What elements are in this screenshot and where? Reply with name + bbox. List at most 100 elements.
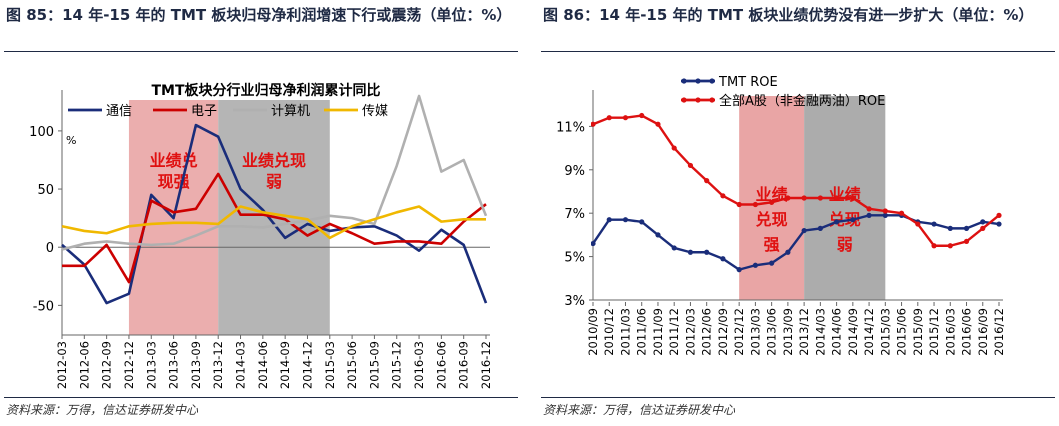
shaded-region-label-1: 强	[764, 235, 780, 254]
x-tick-label: 2010/12	[602, 308, 616, 356]
data-point-0-2010-12	[606, 217, 612, 223]
y-tick-label: -50	[33, 299, 54, 314]
x-tick-label: 2010/09	[586, 308, 600, 356]
chart-86: 3%5%7%9%11%2010/09 2010/12 2011/03 2011/06 2…	[556, 75, 1006, 356]
data-point-0-2011-06	[639, 219, 645, 225]
data-point-1-2015-09	[915, 221, 921, 227]
x-tick-label: 2015-06	[345, 341, 359, 389]
x-tick-label: 2016-09	[457, 341, 471, 389]
legend-label-3: 传媒	[362, 104, 388, 119]
data-point-1-2010-09	[591, 121, 596, 127]
x-tick-label: 2011/06	[635, 308, 649, 356]
x-tick-label: 2015-03	[323, 341, 337, 389]
x-tick-label: 2016-12	[479, 341, 493, 389]
legend-label-0: TMT ROE	[718, 75, 778, 90]
data-point-1-2013-09	[785, 195, 791, 201]
x-tick-label: 2012-12	[122, 341, 136, 389]
data-point-1-2010-12	[606, 115, 612, 121]
x-tick-label: 2013/09	[781, 308, 795, 356]
data-point-0-2016-09	[980, 219, 986, 225]
data-point-1-2011-06	[639, 112, 645, 119]
y-tick-label: 11%	[556, 120, 585, 135]
x-tick-label: 2014-12	[300, 341, 314, 389]
chart-title: TMT板块分行业归母净利润累计同比	[151, 82, 380, 99]
data-point-1-2015-06	[898, 210, 905, 216]
chart-85: -50 0 50 100 2012-03 2012-06 2012-09 2012-12 201…	[29, 82, 493, 389]
series-line-item-0	[61, 123, 488, 305]
x-tick-label: 2013-03	[144, 341, 158, 389]
title-rule	[541, 51, 1055, 52]
data-point-0-2012-09	[720, 256, 726, 262]
x-tick-label: 2016/12	[992, 308, 1006, 356]
data-point-1-2013-12	[801, 195, 807, 201]
series-group	[61, 94, 488, 305]
series-line-item-2	[61, 94, 488, 251]
x-tick-label: 2014-06	[256, 341, 270, 389]
title-rule	[4, 51, 518, 52]
legend-marker-0	[681, 78, 687, 84]
figure-85-title: 图 85：14 年-15 年的 TMT 板块归母净利润增速下行或震荡（单位：%）	[6, 6, 512, 24]
x-tick-label: 2016/09	[976, 308, 990, 356]
data-point-1-2012-03	[687, 162, 694, 169]
y-tick-label: 50	[37, 183, 54, 198]
y-tick-label: 7%	[564, 207, 585, 222]
x-tick-label: 2016-03	[412, 341, 426, 389]
y-tick-label: 0	[46, 241, 54, 256]
source-rule	[541, 397, 1055, 398]
y-tick-label: 9%	[564, 164, 585, 179]
data-point-0-2013-03	[752, 262, 758, 268]
data-point-1-2014-03	[817, 195, 823, 201]
x-tick-label: 2014/12	[862, 308, 876, 356]
legend-label-1: 全部A股（非金融两油）ROE	[719, 93, 885, 109]
y-tick-label: 3%	[564, 294, 585, 309]
data-point-0-2015-03	[882, 212, 888, 218]
data-point-0-2014-12	[866, 212, 872, 218]
x-tick-label: 2013-06	[167, 341, 181, 389]
figure-85-panel: 图 85：14 年-15 年的 TMT 板块归母净利润增速下行或震荡（单位：%）…	[0, 0, 522, 426]
x-tick-label: 2015/09	[911, 308, 925, 356]
x-tick-label: 2014-03	[234, 341, 248, 389]
data-point-1-2014-12	[866, 206, 872, 212]
y-tick-label: 5%	[564, 251, 585, 266]
data-point-1-2011-12	[671, 145, 677, 151]
y-tick-label: 100	[29, 125, 54, 140]
x-tick-label: 2014-09	[278, 341, 292, 389]
data-point-1-2011-09	[655, 121, 661, 127]
data-point-0-2011-03	[622, 217, 629, 223]
data-point-1-2016-06	[963, 238, 970, 245]
x-tick-label: 2014/03	[813, 308, 827, 356]
data-point-1-2014-09	[850, 195, 856, 201]
x-tick-label: 2012/09	[716, 308, 730, 356]
x-tick-label: 2016-06	[434, 341, 448, 389]
x-tick-label: 2011/12	[667, 308, 681, 356]
data-point-0-2013-12	[801, 227, 807, 234]
data-point-0-2016-06	[963, 225, 970, 231]
x-tick-label: 2016/03	[943, 308, 957, 356]
data-point-1-2016-12	[996, 212, 1002, 218]
data-point-0-2012-03	[687, 249, 694, 255]
x-tick-label: 2012/03	[683, 308, 697, 356]
x-tick-label: 2013/06	[765, 308, 779, 356]
data-point-0-2014-03	[817, 225, 823, 231]
data-point-1-2016-09	[980, 225, 986, 231]
legend-label-1: 电子	[191, 104, 217, 119]
shaded-region-label-2: 业绩兑现	[242, 151, 306, 170]
x-tick-label: 2015/12	[927, 308, 941, 356]
x-tick-label: 2016/06	[960, 308, 974, 356]
data-point-0-2012-12	[736, 267, 742, 273]
legend-marker-1	[695, 97, 701, 103]
data-point-1-2013-06	[769, 199, 775, 205]
legend-label-0: 通信	[106, 104, 132, 119]
series-line-A-ROE-1	[592, 114, 1000, 247]
legend-label-2: 计算机	[271, 104, 310, 119]
series-line-TMT-ROE-0	[592, 214, 1000, 271]
x-tick-label: 2013-12	[211, 341, 225, 389]
data-point-0-2011-12	[671, 245, 677, 251]
shaded-region-label-1: 兑现	[756, 210, 788, 229]
data-point-1-2014-06	[834, 195, 840, 201]
x-tick-label: 2014/09	[846, 308, 860, 356]
x-tick-label: 2013/12	[797, 308, 811, 356]
series-line-item-1	[62, 172, 487, 284]
data-point-1-2015-03	[882, 208, 888, 214]
x-tick-label: 2012-09	[100, 341, 114, 389]
